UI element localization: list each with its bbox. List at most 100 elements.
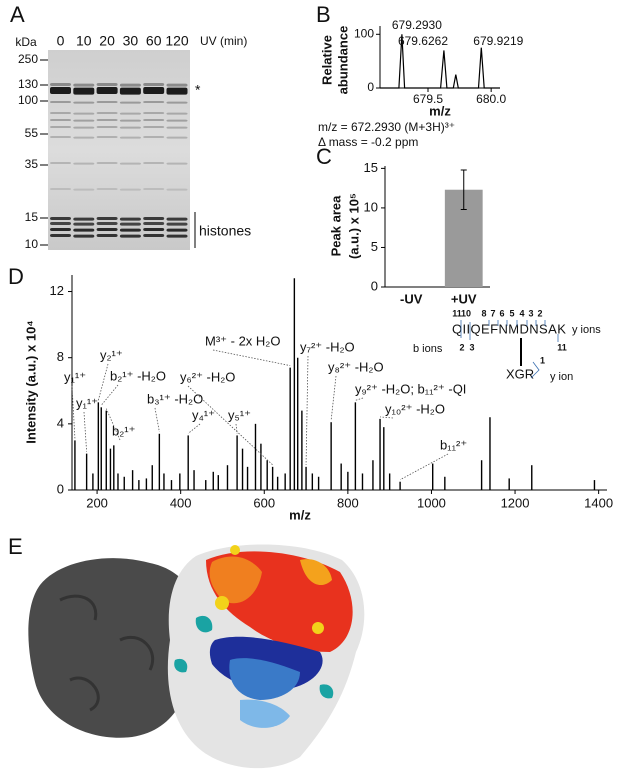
ion-series-label: y ion [550,371,573,383]
ion-label: y₉²⁺ -H₂O; b₁₁²⁺ -QI [355,381,466,396]
gel-band [96,119,118,121]
gel-band [166,188,188,191]
x-tick-label: 680.0 [476,92,506,106]
y-number: 5 [509,308,514,318]
y-tick-label: 100 [354,26,374,40]
gel-band [166,222,188,226]
marker-label: 35 [25,157,39,171]
gel-band [119,136,141,139]
gel-band [73,126,95,129]
marker-label: 55 [25,126,39,140]
histones-label: histones [199,223,251,239]
y-number: 11 [452,308,462,318]
gel-band [50,222,71,225]
gel-band [143,136,165,138]
peak-label: 679.9219 [473,34,523,48]
ion-label: y₈²⁺ -H₂O [328,359,384,374]
ion-series-label: b ions [413,343,443,355]
note: Δ mass = -0.2 ppm [318,135,418,149]
gel-band [166,217,188,221]
gel-band [73,136,95,139]
gel-band [166,112,188,115]
gel-band [143,83,165,86]
gel-band [96,126,118,128]
gel-band [96,87,118,94]
gel-band [143,119,165,121]
ion-label: b₂¹⁺ -H₂O [110,368,166,383]
marker-label: 15 [25,210,39,224]
gel-band [143,126,165,128]
lane-label: 60 [146,33,162,49]
ion-label: y₂¹⁺ [100,347,123,362]
y-number: 4 [519,308,524,318]
marker-label: 10 [25,237,39,251]
gel-band [119,222,141,226]
ion-label: b₃¹⁺ -H₂O [147,391,203,406]
error-bar [460,169,467,210]
lane-label: 0 [57,33,65,49]
gel-band [96,217,118,220]
gel-band [166,87,188,95]
gel-band [143,112,165,114]
gel-band [73,83,95,87]
gel-band [73,119,95,122]
gel-band [96,112,118,114]
y-tick-label: 0 [371,278,378,293]
gel-band [50,101,71,103]
y-number: 2 [537,308,542,318]
y-tick-label: 8 [57,349,64,364]
gel-band [73,112,95,115]
y-tick-label: 4 [57,415,64,430]
gel-band [50,162,71,164]
gel-band [50,188,71,190]
peak-label: 679.6262 [398,34,448,48]
y-axis-label: abundance [335,26,350,95]
gel-band [50,83,71,86]
leader-line [100,384,119,406]
b-number: 11 [557,342,567,352]
gel-band [119,162,141,165]
panel-label: A [10,2,25,27]
lane-label: 120 [165,33,189,49]
note: m/z = 672.2930 (M+3H)³⁺ [318,120,455,134]
y-axis-label: Relative [319,35,334,85]
gel-band [119,228,141,232]
gel-band [143,87,165,94]
gel-band [166,101,188,104]
peptide: QIIQEFNMDNSAK [452,321,566,336]
fragment-brackets [460,320,559,379]
gel-band [119,87,141,95]
gel-band [96,136,118,138]
leader-line [83,411,88,452]
gel-band [166,162,188,165]
y-tick-label: 0 [367,80,374,94]
gel-band [50,126,71,128]
gel-band [166,119,188,122]
gel-band [96,101,118,103]
x-tick-label: 400 [170,495,192,510]
spectrum-line [380,34,500,89]
gel-band [119,234,141,238]
y-number: 6 [499,308,504,318]
leader-line [305,355,309,465]
gel-band [119,119,141,122]
gel-band [96,83,118,86]
y-axis-label: Peak area [328,195,343,256]
x-tick-label: +UV [451,291,477,306]
gel-band [143,217,165,220]
lane-label: 20 [99,33,115,49]
ion-label: y₁¹⁺ [64,369,86,384]
gel-band [119,112,141,115]
y-tick-label: 15 [364,160,378,175]
marker-label: 250 [18,52,38,66]
gel-band [96,234,118,237]
leader-line [380,416,394,419]
y-axis-label: Intensity (a.u.) x 10⁴ [23,320,38,443]
gel-band [119,83,141,87]
gel-band [50,228,71,231]
marker-label: 130 [18,77,38,91]
leader-line [330,375,337,421]
gel-band [73,162,95,165]
gel-image [48,50,190,250]
